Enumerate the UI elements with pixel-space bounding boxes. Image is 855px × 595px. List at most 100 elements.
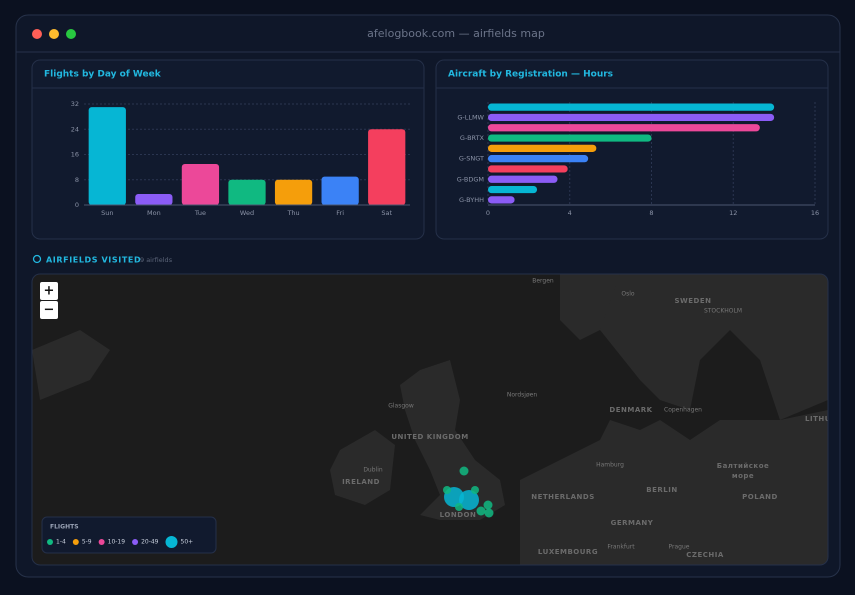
y-tick-label: 16: [71, 151, 79, 159]
bar: [488, 113, 775, 122]
legend-label: 50+: [181, 539, 194, 546]
x-tick-label: 4: [568, 209, 572, 217]
bar: [488, 165, 568, 173]
zoom-in-label: +: [44, 284, 55, 299]
y-tick-label: 32: [71, 100, 79, 108]
airfield-count: 9 airfields: [140, 256, 173, 264]
map-label: Bergen: [532, 278, 554, 285]
map-label: NETHERLANDS: [531, 493, 595, 501]
window-title: afelogbook.com — airfields map: [367, 27, 545, 40]
maximize-button[interactable]: [66, 29, 76, 39]
map-label: Frankfurt: [607, 544, 635, 551]
x-tick-label: Sat: [381, 209, 392, 217]
map-label: LITHU: [805, 415, 831, 423]
map-border: [31, 273, 829, 566]
airfield-markers: [443, 466, 494, 518]
section-title: AIRFIELDS VISITED: [46, 256, 141, 265]
chart-title: Aircraft by Registration — Hours: [448, 70, 613, 80]
bar: [88, 107, 126, 205]
bar: [488, 124, 760, 132]
bar: [488, 103, 775, 111]
map-label: DENMARK: [609, 406, 652, 414]
x-tick-label: 0: [486, 209, 490, 217]
bar: [274, 179, 313, 205]
airfield-marker[interactable]: [471, 486, 479, 494]
map-label: IRELAND: [342, 478, 380, 486]
map-legend: [41, 516, 217, 554]
bar: [321, 176, 359, 205]
map-label: Prague: [669, 544, 690, 551]
map-label: STOCKHOLM: [704, 308, 742, 315]
airfield-marker[interactable]: [443, 486, 451, 494]
airfield-marker[interactable]: [459, 466, 469, 476]
legend-title: FLIGHTS: [50, 524, 79, 531]
close-button[interactable]: [32, 29, 42, 39]
airfield-marker[interactable]: [455, 503, 463, 511]
bar: [488, 144, 597, 152]
bar: [488, 185, 538, 194]
airfield-marker[interactable]: [483, 500, 493, 510]
minimize-button[interactable]: [49, 29, 59, 39]
bar: [488, 155, 589, 163]
legend-label: 20-49: [141, 539, 159, 546]
pin-icon: [32, 254, 42, 264]
x-tick-label: 12: [729, 209, 737, 217]
map-label: Glasgow: [388, 403, 414, 410]
y-tick-label: G-SNGT: [459, 155, 484, 163]
y-tick-label: 8: [75, 176, 79, 184]
airfield-marker[interactable]: [459, 490, 479, 510]
map-label: BERLIN: [646, 486, 677, 494]
map-label: Copenhagen: [664, 407, 702, 414]
land: [32, 274, 828, 565]
y-tick-label: G-BDGM: [457, 175, 484, 183]
map-label: Oslo: [621, 291, 635, 298]
map[interactable]: SWEDEN STOCKHOLM Oslo Bergen UNITED KING…: [32, 274, 831, 565]
y-tick-label: G-LLMW: [457, 113, 484, 121]
legend-label: 5-9: [82, 539, 92, 546]
zoom-in-button[interactable]: [40, 282, 58, 300]
y-tick-label: 24: [71, 125, 79, 133]
zoom-out-button[interactable]: [40, 301, 58, 319]
bar: [228, 179, 266, 205]
legend-swatch: [165, 536, 178, 548]
y-tick-label: G-BRTX: [460, 134, 485, 142]
bar: [368, 129, 406, 205]
map-label: GERMANY: [611, 519, 654, 527]
airfield-marker[interactable]: [484, 508, 494, 518]
legend-swatch: [132, 539, 139, 545]
map-label: Dublin: [363, 467, 383, 474]
bar: [488, 175, 558, 183]
map-label: CZECHIA: [686, 551, 724, 559]
x-tick-label: Mon: [147, 209, 161, 217]
x-tick-label: Thu: [286, 209, 299, 217]
legend-swatch: [47, 539, 53, 545]
x-tick-label: Wed: [240, 209, 254, 217]
zoom-out-label: −: [44, 303, 55, 318]
legend-label: 1-4: [56, 539, 66, 546]
bar: [488, 196, 515, 204]
x-tick-label: 16: [811, 209, 819, 217]
airfield-marker[interactable]: [476, 506, 486, 516]
y-tick-label: 0: [75, 201, 79, 209]
map-label: LUXEMBOURG: [538, 548, 598, 556]
bar: [181, 163, 220, 205]
legend-swatch: [72, 539, 79, 545]
x-tick-label: Sun: [101, 209, 113, 217]
map-label: Nordsjøen: [507, 392, 537, 399]
chart-title: Flights by Day of Week: [44, 70, 162, 80]
x-tick-label: 8: [649, 209, 653, 217]
bar: [488, 134, 652, 142]
legend-label: 10-19: [108, 539, 126, 546]
x-tick-label: Fri: [336, 209, 344, 217]
legend-swatch: [98, 539, 105, 545]
y-tick-label: G-BYHH: [459, 196, 484, 204]
map-label: POLAND: [742, 493, 778, 501]
map-label: LONDON: [440, 511, 477, 519]
x-tick-label: Tue: [194, 209, 206, 217]
map-label: Hamburg: [596, 462, 624, 469]
map-label: море: [732, 472, 754, 480]
map-label: UNITED KINGDOM: [391, 433, 468, 441]
bar: [135, 193, 173, 205]
map-label: Балтийское: [717, 462, 770, 470]
